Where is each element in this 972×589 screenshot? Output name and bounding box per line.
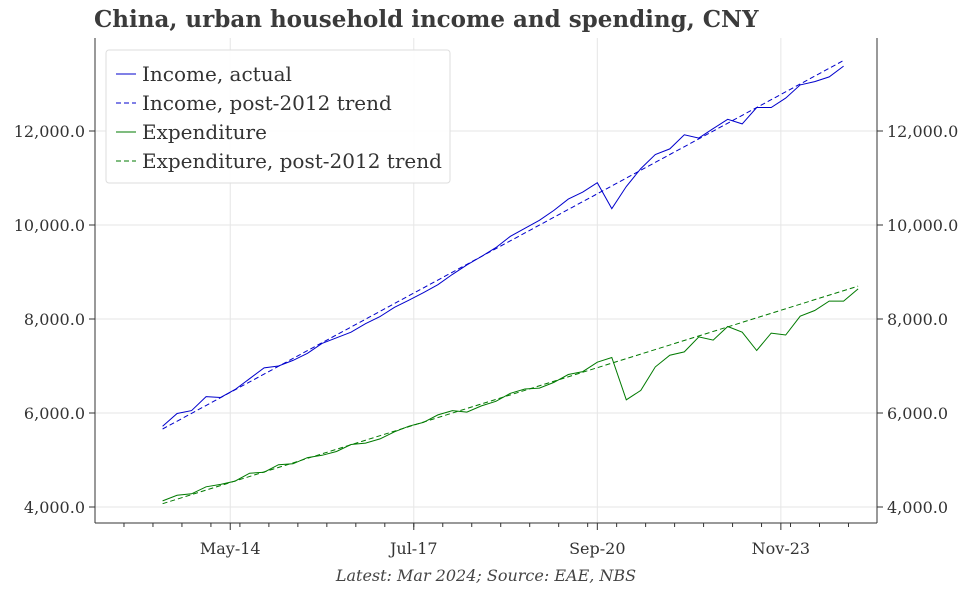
x-tick-label: May-14 (200, 539, 261, 558)
axes (94, 38, 878, 524)
plot-series (162, 60, 859, 505)
chart-title: China, urban household income and spendi… (94, 6, 759, 33)
y-tick-label-right: 8,000.0 (887, 310, 948, 329)
tick-marks: 4,000.0 4,000.0 6,000.0 6,000.0 8,000.0 8,000… (14, 122, 959, 558)
legend-label: Expenditure, post-2012 trend (142, 149, 442, 173)
legend: Income, actual Income, post-2012 trend Exp… (105, 49, 451, 184)
x-tick-label: Sep-20 (569, 539, 625, 558)
grid-lines (95, 38, 877, 523)
x-tick-label: Jul-17 (388, 539, 438, 558)
y-tick-label-right: 6,000.0 (887, 404, 948, 423)
series-line-2 (162, 288, 859, 502)
series-line-0 (162, 65, 844, 427)
y-tick-label-left: 8,000.0 (24, 310, 85, 329)
legend-label: Expenditure (142, 120, 267, 144)
source-note: Latest: Mar 2024; Source: EAE, NBS (335, 566, 637, 585)
series-line-3 (162, 285, 859, 505)
y-tick-label-left: 4,000.0 (24, 498, 85, 517)
y-tick-label-right: 4,000.0 (887, 498, 948, 517)
legend-box (105, 49, 451, 184)
y-tick-label-left: 6,000.0 (24, 404, 85, 423)
y-tick-label-left: 10,000.0 (14, 216, 85, 235)
y-tick-label-right: 10,000.0 (887, 216, 958, 235)
series-line-1 (162, 60, 844, 430)
x-tick-label: Nov-23 (752, 539, 810, 558)
legend-label: Income, post-2012 trend (142, 91, 392, 115)
y-tick-label-right: 12,000.0 (887, 122, 958, 141)
y-tick-label-left: 12,000.0 (14, 122, 85, 141)
legend-label: Income, actual (142, 62, 292, 86)
